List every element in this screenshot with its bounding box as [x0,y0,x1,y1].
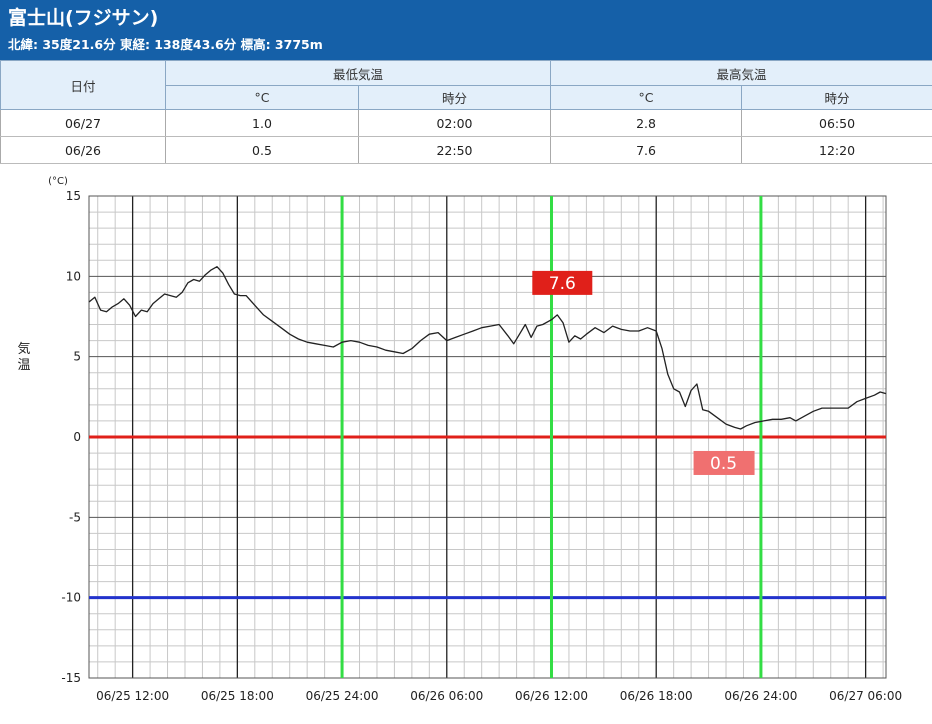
date-header: 日付 [0,60,166,110]
max-time-header: 時分 [741,85,932,110]
row-date: 06/26 [0,136,166,164]
x-tick-label: 06/25 18:00 [201,689,274,703]
x-tick-label: 06/27 06:00 [829,689,902,703]
station-coordinates: 北緯: 35度21.6分 東経: 138度43.6分 標高: 3775m [8,37,323,52]
temperature-series-line [88,266,887,430]
row-max-value: 2.8 [550,109,743,137]
row-min-time: 22:50 [357,136,552,164]
row-max-time: 06:50 [741,109,932,137]
y-axis-label: 気 [17,341,30,357]
y-tick-label: 0 [73,430,81,444]
y-axis-label: 温 [17,358,30,373]
station-header: 富士山(フジサン) 北緯: 35度21.6分 東経: 138度43.6分 標高:… [0,0,932,60]
max-temp-header: 最高気温 [550,60,932,86]
table-row: 06/26 0.5 22:50 7.6 12:20 [0,136,932,164]
y-tick-label: -15 [61,671,81,685]
station-title: 富士山(フジサン) [8,7,159,29]
row-min-time: 02:00 [357,109,552,137]
row-min-value: 1.0 [165,109,359,137]
x-tick-label: 06/26 06:00 [410,689,483,703]
row-max-time: 12:20 [741,136,932,164]
y-tick-label: 10 [66,269,81,283]
max-unit-header: °C [550,85,743,110]
x-tick-label: 06/25 24:00 [306,689,379,703]
row-min-value: 0.5 [165,136,359,164]
max-temp-label-box [532,270,593,295]
max-temp-label: 7.6 [549,274,576,294]
table-row: 06/27 1.0 02:00 2.8 06:50 [0,109,932,137]
x-tick-label: 06/26 18:00 [620,689,693,703]
min-unit-header: °C [165,85,359,110]
y-tick-label: -10 [61,591,81,605]
x-tick-label: 06/26 12:00 [515,689,588,703]
y-tick-label: 15 [66,189,81,203]
x-tick-label: 06/26 24:00 [724,689,797,703]
y-tick-label: 5 [73,350,81,364]
y-tick-label: -5 [69,510,81,524]
min-temp-label: 0.5 [710,454,737,474]
row-max-value: 7.6 [550,136,743,164]
min-temp-header: 最低気温 [164,60,552,86]
y-unit-label: (°C) [48,176,68,187]
row-date: 06/27 [0,109,166,137]
temperature-chart: 15 10 5 0 -5 -10 -15 06/25 12:00 06/25 18:00 06/2… [17,176,902,703]
min-temp-label-box [693,450,755,475]
temperature-summary-table: 日付 最低気温 最高気温 °C 時分 °C 時分 06/27 1.0 02:00… [0,60,932,164]
x-tick-label: 06/25 12:00 [96,689,169,703]
min-time-header: 時分 [357,85,552,110]
